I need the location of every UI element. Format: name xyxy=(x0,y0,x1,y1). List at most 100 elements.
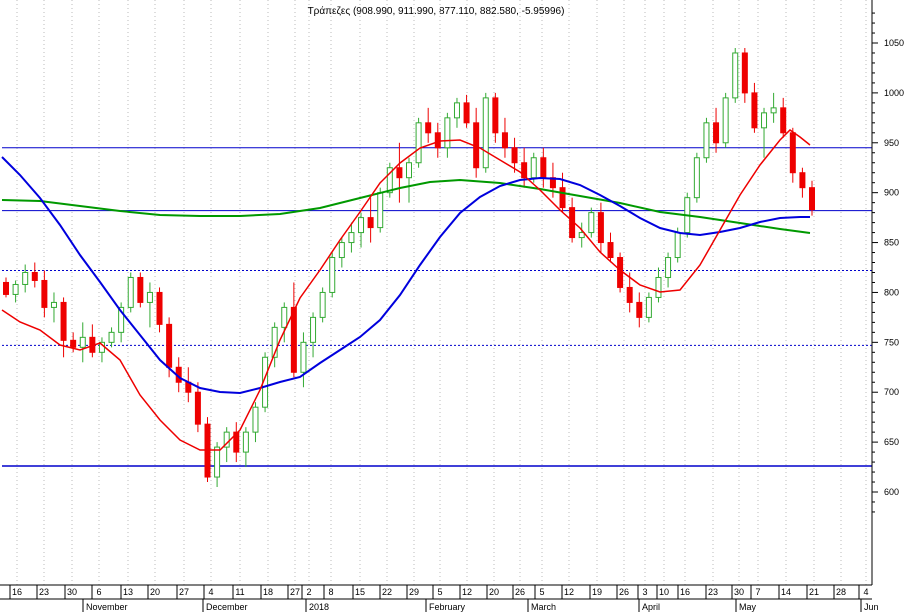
candle-body xyxy=(463,102,470,124)
candle-body xyxy=(3,281,9,295)
candle-body xyxy=(406,162,412,179)
candle-body xyxy=(214,446,221,478)
candle-body xyxy=(425,122,432,134)
y-tick-label: 950 xyxy=(884,138,899,148)
candle-body xyxy=(367,217,374,229)
month-label: March xyxy=(531,602,556,612)
x-tick-label: 23 xyxy=(39,587,49,597)
y-tick-label: 700 xyxy=(884,387,899,397)
x-tick-label: 30 xyxy=(67,587,77,597)
candle-body xyxy=(310,316,317,343)
candle-body xyxy=(713,122,720,144)
candle-body xyxy=(127,276,134,308)
candle-body xyxy=(741,52,748,94)
candle-body xyxy=(118,306,125,333)
candle-body xyxy=(722,97,729,144)
month-label: May xyxy=(739,602,757,612)
candle-body xyxy=(338,242,345,259)
x-tick-label: 8 xyxy=(328,587,333,597)
candle-body xyxy=(732,52,739,99)
candle-body xyxy=(70,339,77,348)
x-tick-label: 12 xyxy=(564,587,574,597)
x-tick-label: 7 xyxy=(755,587,760,597)
y-tick-label: 850 xyxy=(884,238,899,248)
candle-body xyxy=(770,107,777,114)
candle-body xyxy=(789,132,796,174)
candle-body xyxy=(233,431,240,453)
candle-body xyxy=(703,122,710,159)
candle-body xyxy=(108,331,115,343)
candle-body xyxy=(377,192,384,229)
candle-body xyxy=(559,187,566,209)
candle-body xyxy=(348,232,355,244)
x-tick-label: 16 xyxy=(680,587,690,597)
candle-body xyxy=(521,162,528,179)
candle-body xyxy=(223,431,230,448)
month-label: November xyxy=(86,602,128,612)
month-label: December xyxy=(206,602,248,612)
candle-body xyxy=(22,271,29,285)
candle-body xyxy=(588,212,595,234)
candle-body xyxy=(540,157,547,179)
chart-title: Τράπεζες (908.990, 911.990, 877.110, 882… xyxy=(308,5,565,17)
x-tick-label: 26 xyxy=(515,587,525,597)
x-tick-label: 6 xyxy=(96,587,101,597)
candle-body xyxy=(386,167,393,194)
candle-body xyxy=(271,326,278,358)
candle-body xyxy=(636,301,643,318)
candle-body xyxy=(693,157,700,199)
candle-body xyxy=(12,283,19,295)
x-tick-label: 5 xyxy=(437,587,442,597)
y-tick-label: 800 xyxy=(884,287,899,297)
candle-body xyxy=(31,271,38,281)
x-tick-label: 21 xyxy=(809,587,819,597)
y-axis: 600 650 700 750 800 850 900 950 1000 1050 xyxy=(871,0,904,585)
candle-body xyxy=(511,147,518,164)
x-tick-label: 18 xyxy=(263,587,273,597)
x-tick-label: 23 xyxy=(708,587,718,597)
month-label: 2018 xyxy=(309,602,329,612)
month-label: Jun xyxy=(864,602,879,612)
moving-averages xyxy=(1,129,811,451)
candle-body xyxy=(444,117,451,149)
candle-body xyxy=(453,102,460,119)
x-tick-label: 12 xyxy=(462,587,472,597)
candle-body xyxy=(501,132,508,149)
moving-average-medium xyxy=(1,156,810,395)
candle-body xyxy=(761,112,768,129)
y-tick-label: 900 xyxy=(884,188,899,198)
candle-body xyxy=(300,341,307,373)
candle-body xyxy=(79,336,86,348)
x-tick-label: 14 xyxy=(781,587,791,597)
candle-body xyxy=(530,157,537,179)
candle-body xyxy=(252,406,259,433)
x-tick-label: 27 xyxy=(290,587,300,597)
candle-body xyxy=(665,257,672,278)
candle-body xyxy=(434,132,441,149)
candle-body xyxy=(751,92,758,129)
candle-body xyxy=(780,107,787,134)
candle-body xyxy=(319,291,326,318)
moving-average-long xyxy=(1,178,811,234)
candle-body xyxy=(60,301,67,341)
x-tick-label: 5 xyxy=(539,587,544,597)
x-tick-label: 15 xyxy=(355,587,365,597)
x-tick-label: 26 xyxy=(619,587,629,597)
x-tick-label: 20 xyxy=(489,587,499,597)
month-label: February xyxy=(429,602,466,612)
candle-body xyxy=(415,122,422,164)
x-tick-label: 16 xyxy=(12,587,22,597)
candle-body xyxy=(396,167,403,179)
moving-average-short xyxy=(1,129,811,451)
x-tick-label: 30 xyxy=(734,587,744,597)
x-tick-label: 3 xyxy=(642,587,647,597)
x-tick-label: 10 xyxy=(659,587,669,597)
candle-body xyxy=(146,291,153,303)
candle-body xyxy=(655,276,662,298)
y-tick-label: 600 xyxy=(884,487,899,497)
x-tick-label: 13 xyxy=(123,587,133,597)
y-tick-label: 1000 xyxy=(884,88,904,98)
candle-body xyxy=(358,217,365,234)
candle-body xyxy=(50,301,57,308)
y-tick-label: 750 xyxy=(884,337,899,347)
